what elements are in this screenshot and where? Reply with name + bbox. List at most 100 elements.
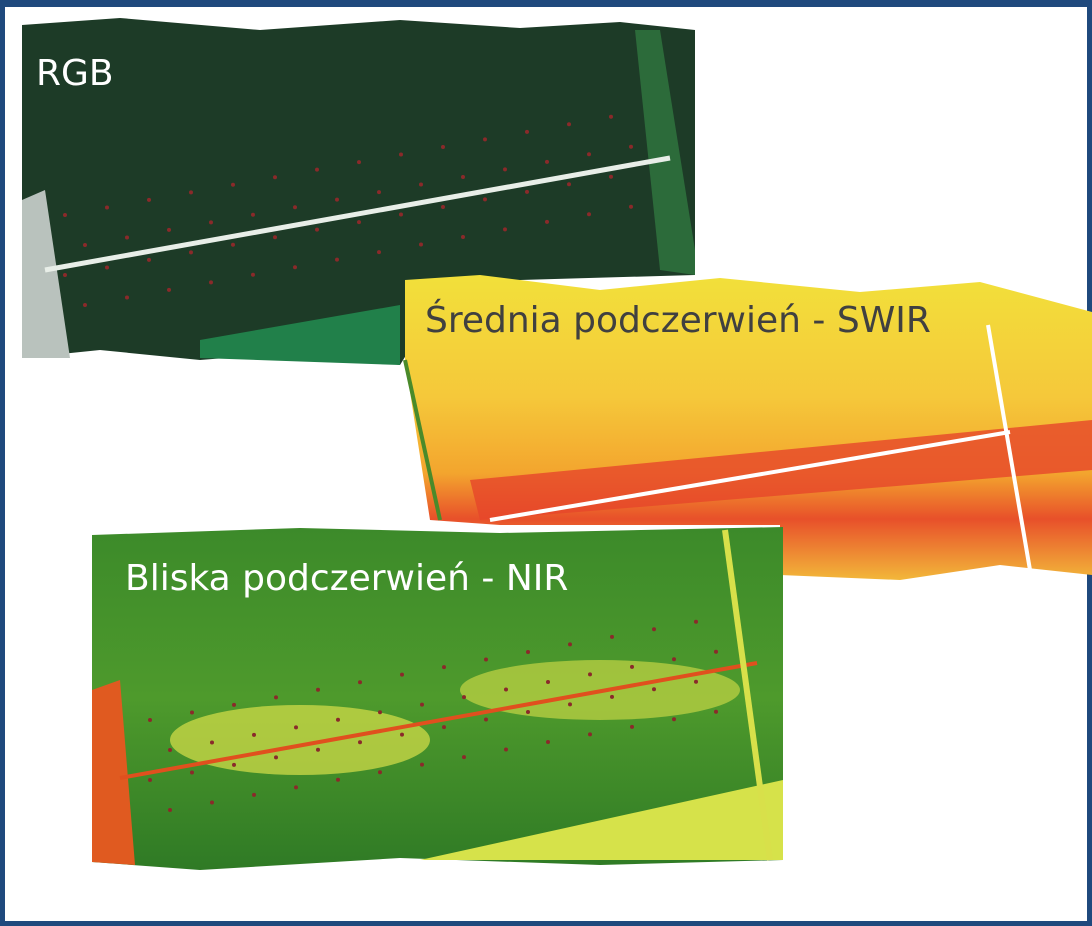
sample-point bbox=[167, 288, 171, 292]
sample-point bbox=[251, 273, 255, 277]
sample-point bbox=[210, 800, 214, 804]
sample-point bbox=[609, 175, 613, 179]
sample-point bbox=[168, 808, 172, 812]
panel-label: Średnia podczerwień - SWIR bbox=[425, 299, 931, 341]
sample-point bbox=[315, 228, 319, 232]
sample-point bbox=[63, 273, 67, 277]
sample-point bbox=[273, 235, 277, 239]
sample-point bbox=[419, 183, 423, 187]
sample-point bbox=[694, 680, 698, 684]
sample-point bbox=[587, 152, 591, 156]
sample-point bbox=[504, 688, 508, 692]
sample-point bbox=[546, 680, 550, 684]
sample-point bbox=[462, 755, 466, 759]
sample-point bbox=[609, 115, 613, 119]
sample-point bbox=[251, 213, 255, 217]
sample-point bbox=[83, 243, 87, 247]
sample-point bbox=[587, 212, 591, 216]
sample-point bbox=[441, 205, 445, 209]
sample-point bbox=[503, 227, 507, 231]
sample-point bbox=[652, 687, 656, 691]
sample-point bbox=[357, 220, 361, 224]
sample-point bbox=[610, 695, 614, 699]
sample-point bbox=[105, 205, 109, 209]
sample-point bbox=[630, 725, 634, 729]
slide-images: RGB Średnia podczerwień - SWIR Bliska po… bbox=[0, 0, 1092, 926]
sample-point bbox=[293, 205, 297, 209]
sample-point bbox=[125, 235, 129, 239]
sample-point bbox=[167, 228, 171, 232]
sample-point bbox=[190, 710, 194, 714]
sample-point bbox=[335, 198, 339, 202]
sample-point bbox=[148, 778, 152, 782]
sample-point bbox=[545, 220, 549, 224]
sample-point bbox=[441, 145, 445, 149]
sample-point bbox=[189, 190, 193, 194]
sample-point bbox=[546, 740, 550, 744]
sample-point bbox=[63, 213, 67, 217]
sample-point bbox=[525, 130, 529, 134]
sample-point bbox=[461, 175, 465, 179]
sample-point bbox=[545, 160, 549, 164]
sample-point bbox=[252, 793, 256, 797]
sample-point bbox=[189, 250, 193, 254]
sample-point bbox=[316, 748, 320, 752]
sample-point bbox=[568, 702, 572, 706]
sample-point bbox=[399, 153, 403, 157]
sample-point bbox=[252, 733, 256, 737]
sample-point bbox=[377, 190, 381, 194]
nir-image: Bliska podczerwień - NIR bbox=[92, 527, 783, 870]
sample-point bbox=[419, 243, 423, 247]
sample-point bbox=[567, 122, 571, 126]
sample-point bbox=[147, 198, 151, 202]
sample-point bbox=[336, 718, 340, 722]
sample-point bbox=[462, 695, 466, 699]
sample-point bbox=[483, 137, 487, 141]
sample-point bbox=[190, 770, 194, 774]
sample-point bbox=[630, 665, 634, 669]
sample-point bbox=[293, 265, 297, 269]
sample-point bbox=[358, 680, 362, 684]
sample-point bbox=[210, 740, 214, 744]
panel-label: RGB bbox=[36, 53, 114, 94]
sample-point bbox=[147, 258, 151, 262]
sample-point bbox=[714, 710, 718, 714]
sample-point bbox=[484, 718, 488, 722]
sample-point bbox=[567, 182, 571, 186]
sample-point bbox=[294, 785, 298, 789]
sample-point bbox=[503, 167, 507, 171]
sample-point bbox=[399, 213, 403, 217]
sample-point bbox=[148, 718, 152, 722]
sample-point bbox=[504, 748, 508, 752]
sample-point bbox=[629, 145, 633, 149]
sample-point bbox=[526, 650, 530, 654]
sample-point bbox=[568, 642, 572, 646]
sample-point bbox=[168, 748, 172, 752]
sample-point bbox=[209, 280, 213, 284]
panel-label: Bliska podczerwień - NIR bbox=[125, 558, 568, 599]
sample-point bbox=[714, 650, 718, 654]
sample-point bbox=[294, 725, 298, 729]
sample-point bbox=[209, 220, 213, 224]
sample-point bbox=[483, 197, 487, 201]
sample-point bbox=[335, 258, 339, 262]
sample-point bbox=[400, 733, 404, 737]
sample-point bbox=[672, 717, 676, 721]
sample-point bbox=[610, 635, 614, 639]
sample-point bbox=[274, 695, 278, 699]
sample-point bbox=[274, 755, 278, 759]
sample-point bbox=[378, 770, 382, 774]
sample-point bbox=[694, 620, 698, 624]
sample-point bbox=[377, 250, 381, 254]
sample-point bbox=[273, 175, 277, 179]
sample-point bbox=[105, 265, 109, 269]
sample-point bbox=[672, 657, 676, 661]
sample-point bbox=[588, 732, 592, 736]
sample-point bbox=[316, 688, 320, 692]
sample-point bbox=[400, 673, 404, 677]
sample-point bbox=[83, 303, 87, 307]
sample-point bbox=[588, 672, 592, 676]
sample-point bbox=[629, 205, 633, 209]
sample-point bbox=[442, 665, 446, 669]
sample-point bbox=[358, 740, 362, 744]
